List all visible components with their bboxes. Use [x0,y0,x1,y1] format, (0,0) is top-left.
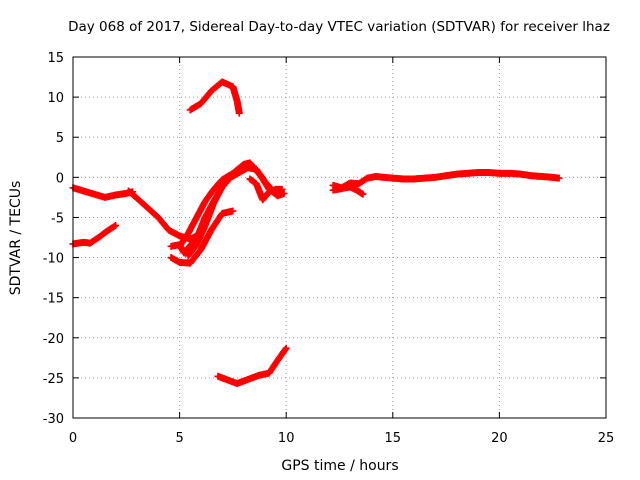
x-tick-label: 15 [385,431,402,446]
y-tick-labels: -30 -25 -20 -15 -10 -5 0 5 10 15 [43,51,64,427]
x-tick-label: 5 [175,431,183,446]
plot-frame [72,56,607,419]
y-tick-label: -5 [51,211,64,226]
data-point-marker [112,221,120,229]
x-tick-labels: 0 5 10 15 20 25 [69,431,614,446]
series-arc-2 [69,221,120,248]
data-point-marker [278,185,286,193]
y-tick-label: -15 [43,292,64,307]
axis-ticks [72,56,607,419]
y-tick-label: -25 [43,372,64,387]
y-tick-label: 0 [56,171,64,186]
data-point-marker [235,109,243,117]
chart-title: Day 068 of 2017, Sidereal Day-to-day VTE… [68,19,610,35]
data-point-marker [555,174,563,182]
x-axis-label: GPS time / hours [281,458,398,474]
y-tick-label: 10 [47,91,64,106]
x-tick-label: 20 [491,431,508,446]
series-arc-11 [329,169,563,192]
series-arc-12 [329,183,367,198]
y-tick-label: -20 [43,332,64,347]
y-tick-label: 15 [47,51,64,66]
series-arc-8 [186,78,243,117]
x-tick-label: 0 [69,431,77,446]
series-arc-6 [167,207,237,267]
y-axis-label: SDTVAR / TECUs [8,181,24,296]
y-tick-label: 5 [56,131,64,146]
data-point-marker [229,207,237,215]
grid-lines [73,57,606,418]
data-series [69,78,563,388]
data-point-marker [282,344,290,352]
data-point-marker [359,190,367,198]
data-point-marker [281,345,289,353]
x-tick-label: 10 [278,431,295,446]
y-tick-label: -10 [43,252,64,267]
data-point-marker [110,222,118,230]
series-arc-9 [214,344,290,388]
data-point-marker [280,189,288,197]
series-arc-10 [246,175,286,204]
x-tick-label: 25 [598,431,615,446]
y-tick-label: -30 [43,412,64,427]
